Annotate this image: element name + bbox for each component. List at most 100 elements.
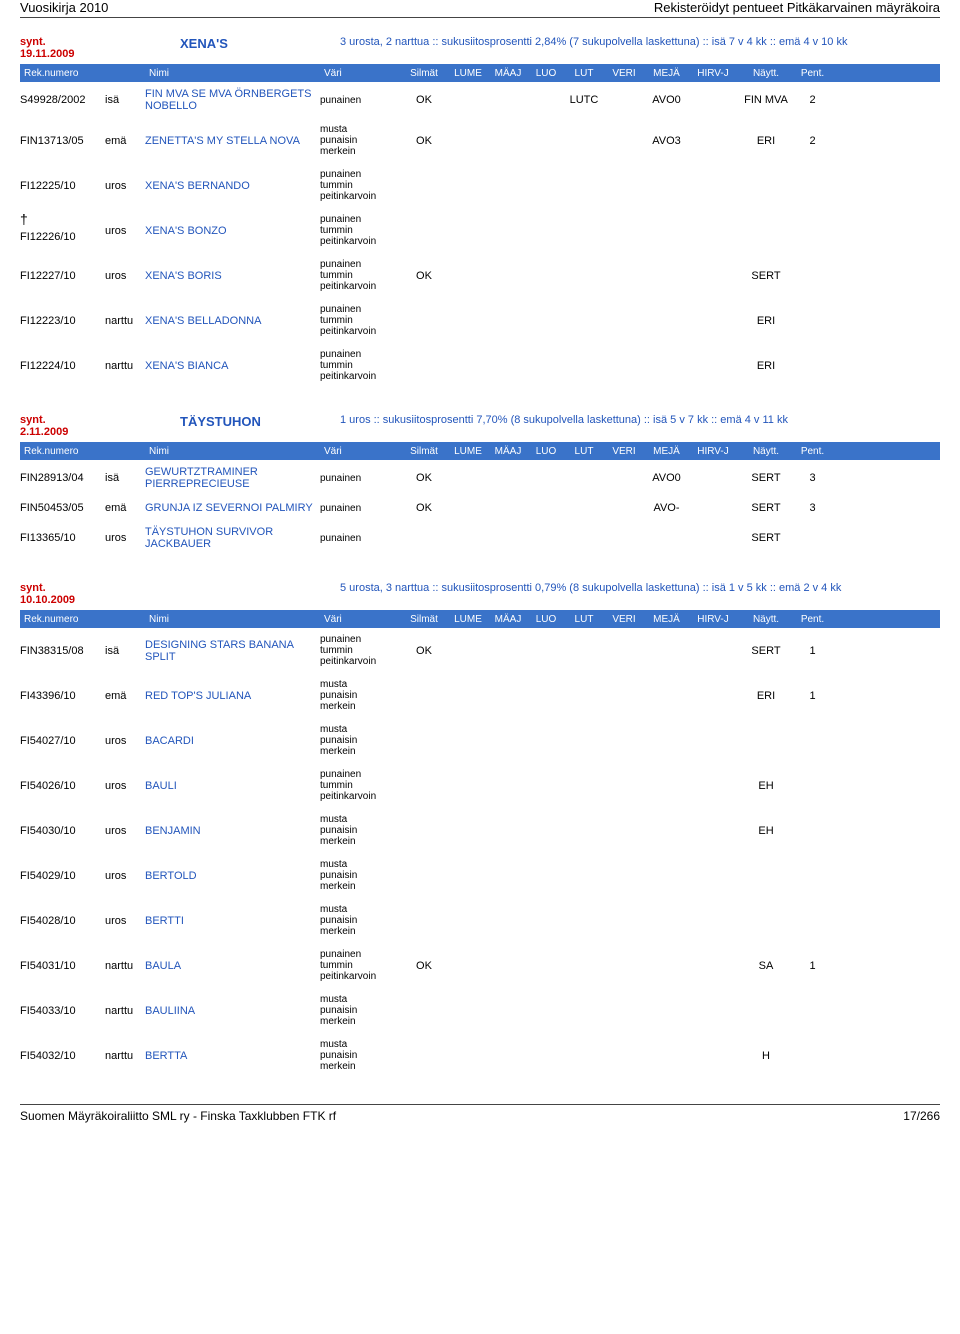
col-meja: MEJÄ [644,68,689,79]
dog-link[interactable]: BERTTI [145,915,184,927]
cell-name: RED TOP'S JULIANA [145,690,320,702]
cell-color: punainentumminpeitinkarvoin [320,304,400,337]
cell-role: uros [105,225,145,237]
dog-link[interactable]: DESIGNING STARS BANANA SPLIT [145,639,293,663]
cell-name: BERTTA [145,1050,320,1062]
cell-role: isä [105,94,145,106]
cell-reg: FI13365/10 [20,532,105,544]
cell-naytt: SA [737,960,795,972]
cell-role: uros [105,735,145,747]
dog-link[interactable]: BACARDI [145,735,194,747]
cell-color: punainentumminpeitinkarvoin [320,259,400,292]
table-row: FI54027/10 uros BACARDI mustapunaisinmer… [20,718,940,763]
dog-link[interactable]: XENA'S BORIS [145,270,222,282]
col-lut: LUT [564,446,604,457]
table-row: FIN50453/05 emä GRUNJA IZ SEVERNOI PALMI… [20,496,940,520]
cell-reg: †FI12226/10 [20,219,105,243]
cell-color: punainen [320,533,400,544]
cell-naytt: ERI [737,315,795,327]
column-header-row: Rek.numero Nimi Väri Silmät LUME MÄAJ LU… [20,610,940,628]
cell-color: mustapunaisinmerkein [320,124,400,157]
table-row: FI54029/10 uros BERTOLD mustapunaisinmer… [20,853,940,898]
cell-name: BAULI [145,780,320,792]
cell-color: punainen [320,503,400,514]
cell-pent: 3 [795,472,830,484]
litter: synt. 19.11.2009 XENA'S 3 urosta, 2 nart… [20,36,940,388]
table-row: FI13365/10 uros TÄYSTUHON SURVIVOR JACKB… [20,520,940,556]
cell-eyes: OK [400,472,448,484]
cell-reg: FI12224/10 [20,360,105,372]
cell-name: XENA'S BORIS [145,270,320,282]
dog-link[interactable]: TÄYSTUHON SURVIVOR JACKBAUER [145,526,273,550]
col-lume: LUME [448,446,488,457]
col-reg: Rek.numero [20,614,105,625]
dog-link[interactable]: BERTOLD [145,870,197,882]
dog-link[interactable]: XENA'S BELLADONNA [145,315,261,327]
cell-name: BAULA [145,960,320,972]
cell-reg: FI54029/10 [20,870,105,882]
col-maaj: MÄAJ [488,68,528,79]
litter-date: 19.11.2009 [20,48,180,60]
cell-name: XENA'S BONZO [145,225,320,237]
dog-link[interactable]: BENJAMIN [145,825,201,837]
dog-link[interactable]: RED TOP'S JULIANA [145,690,251,702]
dog-link[interactable]: BAULA [145,960,181,972]
cell-color: punainen [320,473,400,484]
cell-role: isä [105,645,145,657]
column-header-row: Rek.numero Nimi Väri Silmät LUME MÄAJ LU… [20,442,940,460]
dog-link[interactable]: BERTTA [145,1050,187,1062]
cell-color: mustapunaisinmerkein [320,724,400,757]
cell-color: punainen [320,95,400,106]
dog-link[interactable]: XENA'S BERNANDO [145,180,250,192]
col-maaj: MÄAJ [488,446,528,457]
cell-role: isä [105,472,145,484]
col-meja: MEJÄ [644,446,689,457]
table-row: FI54032/10 narttu BERTTA mustapunaisinme… [20,1033,940,1078]
dog-link[interactable]: GRUNJA IZ SEVERNOI PALMIRY [145,502,313,514]
table-row: †FI12226/10 uros XENA'S BONZO punainentu… [20,208,940,253]
cell-name: BERTOLD [145,870,320,882]
dog-link[interactable]: XENA'S BONZO [145,225,227,237]
table-row: FI12225/10 uros XENA'S BERNANDO punainen… [20,163,940,208]
table-row: FI54028/10 uros BERTTI mustapunaisinmerk… [20,898,940,943]
cell-name: FIN MVA SE MVA ÖRNBERGETS NOBELLO [145,88,320,112]
cell-name: TÄYSTUHON SURVIVOR JACKBAUER [145,526,320,550]
cell-name: XENA'S BELLADONNA [145,315,320,327]
cell-role: uros [105,532,145,544]
cell-name: ZENETTA'S MY STELLA NOVA [145,135,320,147]
dog-link[interactable]: BAULI [145,780,177,792]
litter-title: XENA'S [180,36,340,51]
litter-date-label: synt. [20,582,180,594]
cell-reg: FI43396/10 [20,690,105,702]
cell-color: punainentumminpeitinkarvoin [320,769,400,802]
cell-role: narttu [105,1005,145,1017]
cell-reg: FIN50453/05 [20,502,105,514]
dog-link[interactable]: XENA'S BIANCA [145,360,228,372]
cell-pent: 1 [795,960,830,972]
col-reg: Rek.numero [20,446,105,457]
cell-eyes: OK [400,502,448,514]
cell-role: uros [105,780,145,792]
col-luo: LUO [528,446,564,457]
col-name: Nimi [145,68,320,79]
dog-link[interactable]: ZENETTA'S MY STELLA NOVA [145,135,300,147]
cell-naytt: SERT [737,472,795,484]
cell-role: narttu [105,960,145,972]
dog-link[interactable]: FIN MVA SE MVA ÖRNBERGETS NOBELLO [145,88,311,112]
dog-link[interactable]: BAULIINA [145,1005,195,1017]
cell-eyes: OK [400,960,448,972]
cell-naytt: ERI [737,690,795,702]
column-header-row: Rek.numero Nimi Väri Silmät LUME MÄAJ LU… [20,64,940,82]
table-row: FI54026/10 uros BAULI punainentumminpeit… [20,763,940,808]
cell-naytt: FIN MVA [737,94,795,106]
cell-reg: FI54026/10 [20,780,105,792]
col-veri: VERI [604,68,644,79]
dog-link[interactable]: GEWURTZTRAMINER PIERREPRECIEUSE [145,466,258,490]
table-row: FI12227/10 uros XENA'S BORIS punainentum… [20,253,940,298]
cell-reg: FI54033/10 [20,1005,105,1017]
col-veri: VERI [604,446,644,457]
col-eyes: Silmät [400,68,448,79]
cell-meja: AVO0 [644,472,689,484]
cell-reg: FI54030/10 [20,825,105,837]
col-pent: Pent. [795,446,830,457]
